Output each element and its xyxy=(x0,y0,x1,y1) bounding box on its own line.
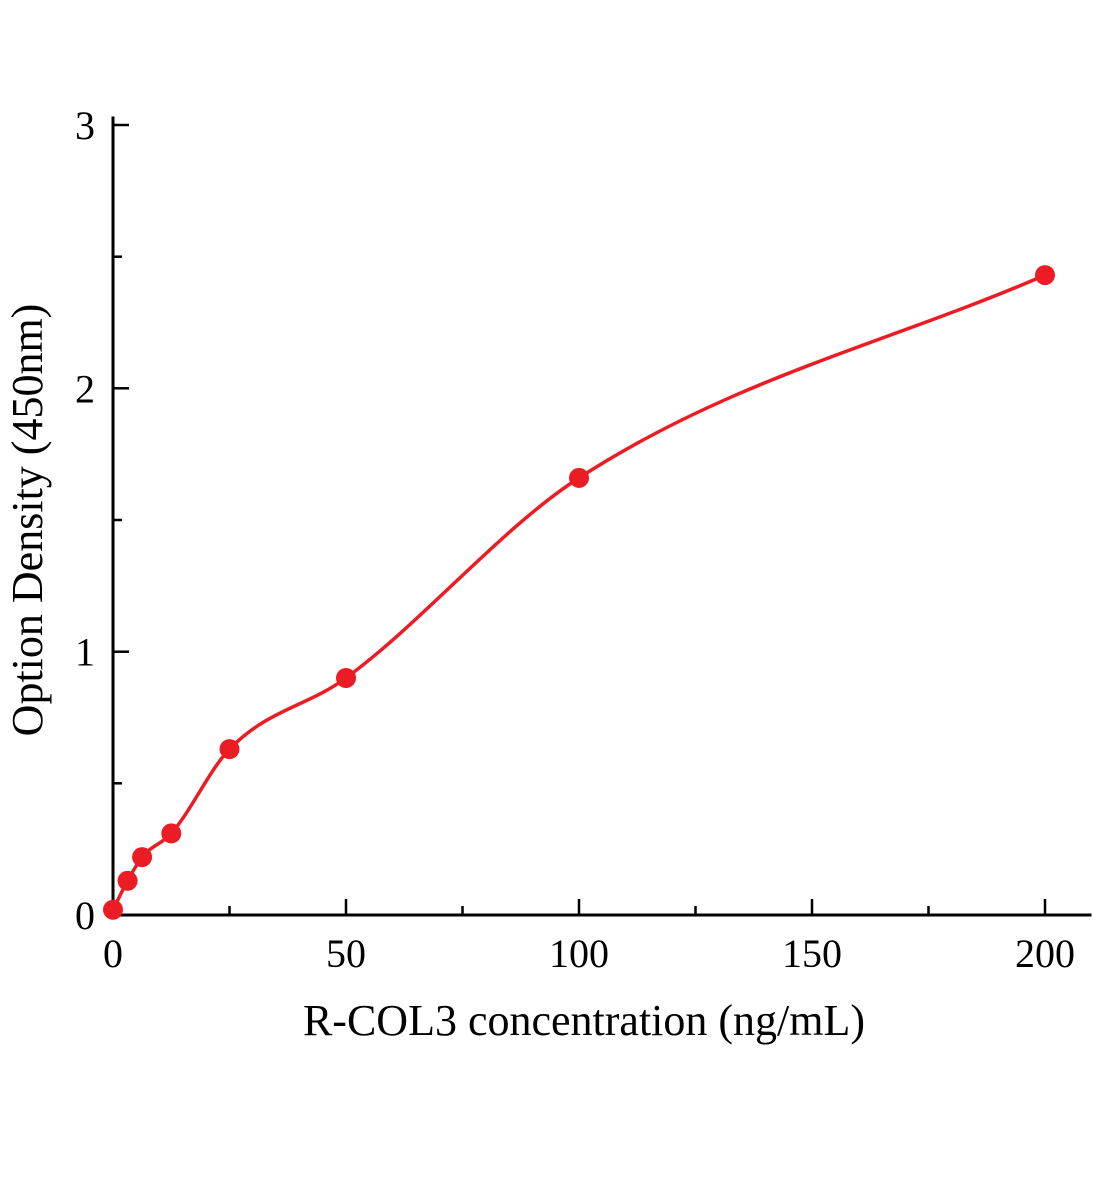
y-axis-title: Option Density (450nm) xyxy=(3,304,52,737)
x-tick-label: 100 xyxy=(549,931,609,976)
x-tick-label: 50 xyxy=(326,931,366,976)
data-point xyxy=(103,899,123,920)
y-tick-label: 1 xyxy=(75,630,95,675)
axis-tick-labels: 0 50 100 150 200 0 1 2 3 xyxy=(75,103,1075,976)
x-tick-label: 0 xyxy=(103,931,123,976)
y-tick-label: 2 xyxy=(75,366,95,411)
y-tick-label: 0 xyxy=(75,893,95,938)
data-point xyxy=(132,847,153,868)
data-point xyxy=(219,739,240,760)
data-point xyxy=(569,467,589,488)
data-point xyxy=(336,668,356,688)
data-point xyxy=(161,823,182,844)
x-tick-label: 200 xyxy=(1015,931,1075,976)
data-point xyxy=(1035,265,1055,286)
data-point xyxy=(117,870,138,891)
fit-curve xyxy=(111,273,1046,911)
x-tick-label: 150 xyxy=(782,931,842,976)
data-points xyxy=(103,265,1055,920)
axis-ticks xyxy=(111,123,1047,917)
x-axis-title: R-COL3 concentration (ng/mL) xyxy=(303,996,865,1045)
y-tick-label: 3 xyxy=(75,103,95,148)
